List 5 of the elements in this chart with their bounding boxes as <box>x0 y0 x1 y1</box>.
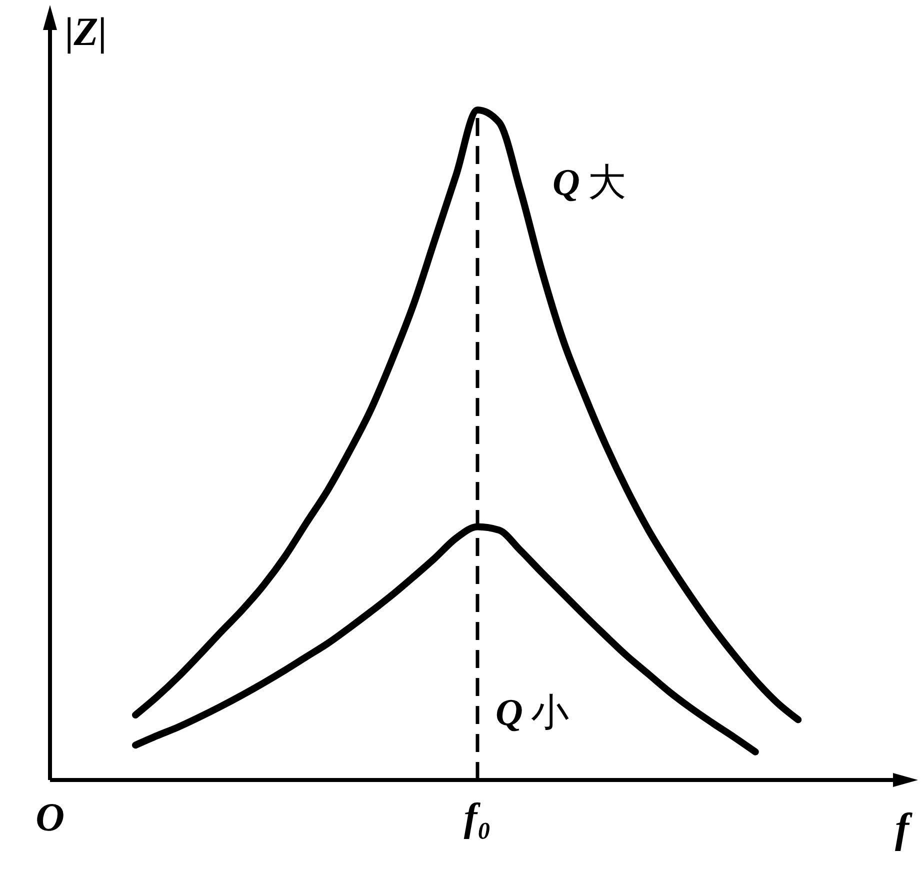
x-tick-label: O <box>36 794 64 840</box>
y-axis-title: |Z| <box>65 9 108 54</box>
x-axis-title: f <box>895 806 913 852</box>
x-tick-label: f₀ <box>464 794 492 840</box>
series-label: Q小 <box>496 690 569 734</box>
